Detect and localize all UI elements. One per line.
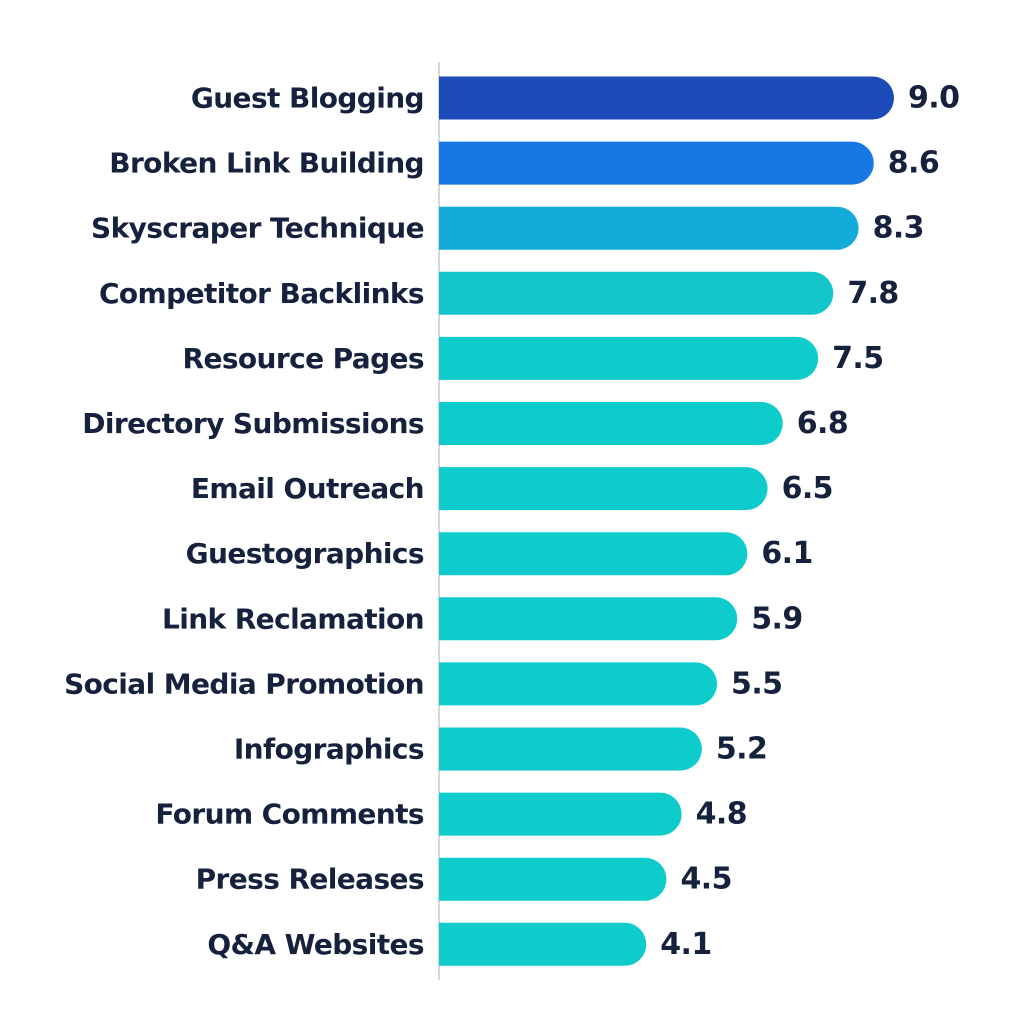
category-label: Q&A Websites [207,928,424,961]
value-label: 8.3 [873,211,924,246]
category-label: Email Outreach [191,472,424,505]
bar-3 [439,206,859,250]
bar-9 [439,597,738,641]
bar-10 [439,662,718,706]
bar-8 [439,532,748,576]
bar-14 [439,922,647,966]
value-label: 4.8 [696,797,747,832]
category-labels-group: Guest Blogging Broken Link Building Skyscr… [64,82,425,961]
value-labels-group: 9.0 8.6 8.3 7.8 7.5 6.8 6.5 6.1 5.9 5.5 5.2 4.8 4.5 4… [660,81,960,962]
bar-7 [439,467,768,511]
category-label: Resource Pages [183,342,425,375]
value-label: 7.5 [832,341,883,376]
bar-4 [439,271,834,315]
category-label: Directory Submissions [82,407,424,440]
value-label: 7.8 [847,276,898,311]
category-label: Infographics [234,733,424,766]
value-label: 8.6 [888,146,939,181]
bar-2 [439,141,874,185]
value-label: 4.1 [660,927,711,962]
category-label: Forum Comments [155,798,424,831]
value-label: 6.1 [761,536,812,571]
value-label: 5.9 [751,601,802,636]
category-label: Guestographics [186,537,424,570]
category-label: Competitor Backlinks [99,277,424,310]
bars-group [439,76,894,966]
bar-1 [439,76,894,120]
value-label: 5.5 [731,666,782,701]
category-label: Guest Blogging [191,82,424,115]
value-label: 6.5 [782,471,833,506]
value-label: 6.8 [797,406,848,441]
value-label: 4.5 [681,862,732,897]
category-label: Link Reclamation [162,602,424,635]
category-label: Press Releases [196,863,424,896]
category-label: Skyscraper Technique [91,212,424,245]
bar-13 [439,857,667,901]
value-label: 9.0 [908,81,959,116]
bar-11 [439,727,702,771]
bar-12 [439,792,682,836]
category-label: Broken Link Building [109,147,424,180]
bar-6 [439,402,783,445]
value-label: 5.2 [716,732,767,767]
category-label: Social Media Promotion [64,667,424,700]
bar-5 [439,336,819,380]
